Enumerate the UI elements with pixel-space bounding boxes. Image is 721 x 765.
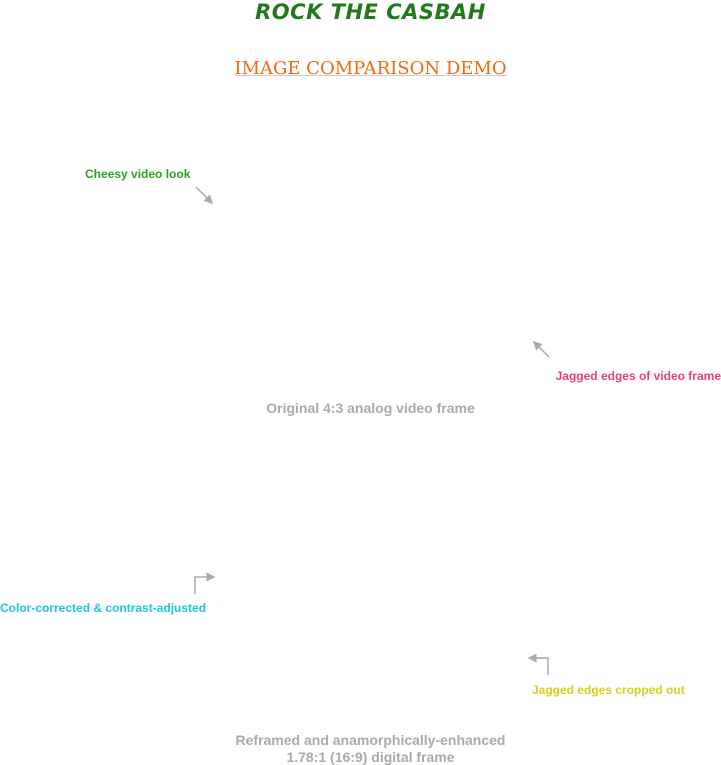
arrow [532, 340, 550, 358]
arrow [195, 186, 214, 205]
caption: Original 4:3 analog video frame [266, 400, 475, 416]
arrow [194, 572, 216, 594]
annotation: Cheesy video look [85, 167, 191, 181]
arrow [527, 653, 549, 675]
annotation: Jagged edges of video frame [555, 369, 721, 383]
caption: Reframed and anamorphically-enhanced [235, 732, 506, 748]
annotation: Color-corrected & contrast-adjusted [0, 601, 207, 615]
subtitle: IMAGE COMPARISON DEMO [234, 58, 507, 79]
title: ROCK THE CASBAH [255, 0, 486, 24]
annotation: Jagged edges cropped out [532, 683, 685, 697]
caption: 1.78:1 (16:9) digital frame [286, 749, 455, 765]
